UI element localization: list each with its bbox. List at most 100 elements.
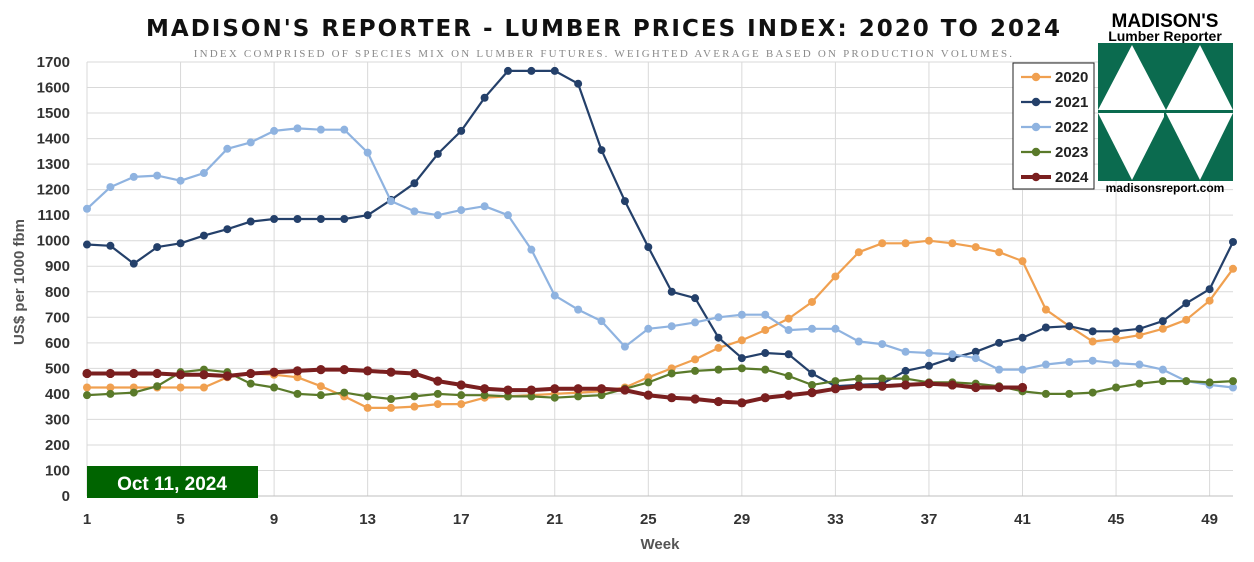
point-2023	[1229, 377, 1237, 386]
point-2022	[199, 169, 208, 178]
point-2020	[995, 248, 1004, 257]
point-2022	[1018, 365, 1027, 374]
point-2024	[199, 370, 209, 380]
legend-label-2020: 2020	[1055, 69, 1088, 86]
point-2023	[129, 388, 138, 397]
point-2021	[340, 215, 349, 224]
point-2021	[363, 211, 372, 220]
point-2022	[246, 138, 255, 147]
point-2021	[1112, 327, 1121, 336]
point-2020	[971, 243, 980, 252]
point-2023	[574, 392, 583, 401]
point-2021	[620, 197, 629, 206]
x-tick-label: 41	[1014, 511, 1031, 528]
point-2024	[222, 371, 232, 381]
point-2023	[1065, 389, 1074, 398]
point-2023	[83, 391, 91, 400]
date-badge: Oct 11, 2024	[87, 466, 258, 498]
point-2020	[1088, 337, 1097, 346]
point-2024	[900, 380, 911, 390]
legend-items: 2020 2021 2022 2023 2024	[1021, 69, 1089, 186]
point-2024	[479, 384, 490, 394]
point-2022	[1112, 359, 1121, 368]
point-2023	[503, 392, 512, 401]
point-2022	[340, 125, 349, 134]
point-2020	[924, 236, 933, 245]
point-2020	[691, 355, 700, 364]
point-2024	[596, 384, 607, 394]
point-2021	[924, 361, 933, 370]
point-2022	[270, 126, 279, 135]
x-tick-label: 13	[359, 511, 376, 528]
point-2020	[1229, 264, 1237, 273]
point-2024	[854, 381, 864, 391]
point-2024	[573, 384, 583, 394]
point-2024	[737, 398, 747, 408]
point-2022	[597, 317, 606, 326]
point-2021	[246, 217, 255, 226]
point-2023	[316, 391, 325, 400]
point-2024	[175, 370, 186, 380]
point-2022	[1088, 356, 1097, 365]
point-2021	[761, 349, 770, 358]
point-2022	[480, 202, 489, 211]
point-2023	[1041, 389, 1050, 398]
point-2022	[691, 318, 700, 327]
point-2023	[1158, 377, 1167, 386]
point-2021	[83, 240, 91, 249]
point-2024	[807, 388, 817, 398]
point-2024	[316, 365, 326, 375]
point-2024	[152, 368, 162, 379]
y-tick-label: 0	[62, 488, 70, 505]
point-2021	[808, 369, 817, 378]
point-2024	[713, 396, 724, 407]
point-2024	[1017, 382, 1028, 393]
point-2022	[948, 350, 957, 359]
point-2021	[1065, 322, 1074, 331]
point-2023	[901, 374, 910, 383]
x-tick-label: 37	[921, 511, 938, 528]
x-tick-label: 33	[827, 511, 844, 528]
point-2021	[550, 66, 559, 75]
point-2023	[1088, 388, 1097, 397]
point-2023	[878, 374, 887, 383]
point-2020	[737, 336, 746, 345]
point-2023	[433, 389, 442, 398]
y-tick-label: 1700	[37, 54, 70, 71]
point-2022	[784, 326, 793, 335]
point-2022	[1065, 357, 1074, 366]
point-2021	[503, 66, 512, 75]
logo-subname: Lumber Reporter	[1108, 28, 1222, 44]
x-axis-ticks: 1 5 9 13 17 21 25 29 33 37 41 45 49	[83, 511, 1218, 528]
x-tick-label: 49	[1201, 511, 1218, 528]
point-2020	[387, 403, 396, 412]
point-2021	[1229, 237, 1237, 246]
point-2021	[153, 243, 162, 252]
point-2022	[854, 337, 863, 346]
point-2020	[457, 400, 466, 409]
point-2022	[878, 340, 887, 349]
logo-triangle-2	[1166, 45, 1233, 110]
point-2023	[550, 393, 559, 402]
point-2024	[667, 393, 677, 403]
legend-label-2023: 2023	[1055, 144, 1088, 161]
point-2021	[316, 215, 325, 224]
x-tick-label: 5	[176, 511, 184, 528]
point-2023	[387, 394, 396, 403]
point-2024	[830, 384, 841, 394]
point-2021	[644, 243, 653, 252]
point-2021	[1018, 333, 1027, 342]
point-2021	[971, 347, 980, 356]
y-tick-label: 1300	[37, 156, 70, 173]
y-tick-label: 1600	[37, 80, 70, 97]
y-tick-label: 1400	[37, 131, 70, 148]
point-2023	[270, 383, 279, 392]
point-2020	[1182, 315, 1191, 324]
point-2020	[901, 239, 910, 248]
point-2021	[410, 179, 419, 188]
y-tick-label: 400	[45, 386, 70, 403]
point-2021	[574, 79, 583, 88]
chart-title: MADISON'S REPORTER - LUMBER PRICES INDEX…	[146, 16, 1062, 42]
point-2022	[831, 324, 840, 333]
